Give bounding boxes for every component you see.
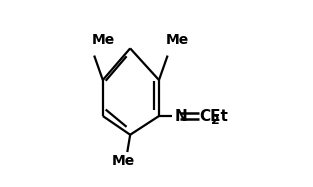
Text: Me: Me	[112, 154, 135, 168]
Text: CEt: CEt	[199, 108, 228, 124]
Text: 2: 2	[211, 114, 220, 127]
Text: Me: Me	[92, 33, 115, 47]
Text: N: N	[175, 108, 187, 124]
Text: Me: Me	[166, 33, 189, 47]
